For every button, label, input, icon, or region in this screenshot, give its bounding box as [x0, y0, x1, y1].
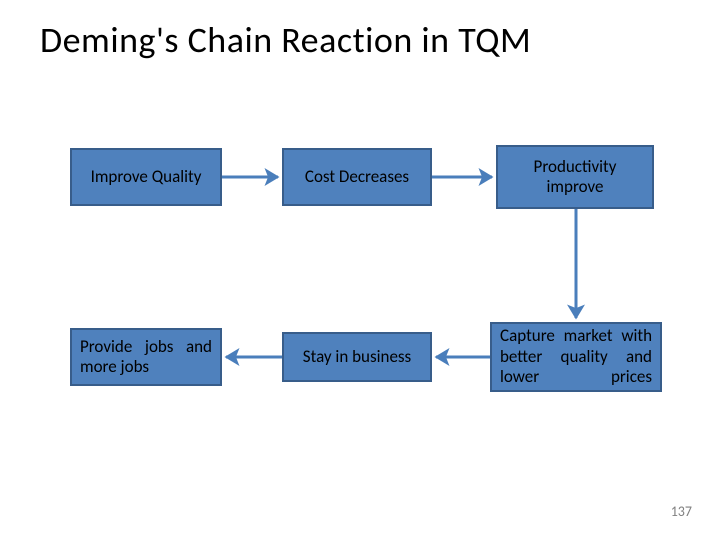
- node-label: Cost Decreases: [292, 167, 422, 187]
- node-label: Provide jobs and more jobs: [80, 337, 212, 378]
- node-capture-market: Capture market with better quality and l…: [490, 322, 662, 392]
- node-label: Capture market with better quality and l…: [500, 326, 652, 387]
- node-stay-business: Stay in business: [282, 332, 432, 382]
- slide-title: Deming's Chain Reaction in TQM: [40, 18, 531, 62]
- page-number: 137: [671, 503, 692, 520]
- node-productivity: Productivity improve: [496, 145, 654, 209]
- node-improve-quality: Improve Quality: [70, 148, 222, 206]
- node-label: Improve Quality: [80, 167, 212, 187]
- node-label: Productivity improve: [506, 157, 644, 198]
- node-provide-jobs: Provide jobs and more jobs: [70, 328, 222, 386]
- node-label: Stay in business: [292, 347, 422, 367]
- node-cost-decreases: Cost Decreases: [282, 148, 432, 206]
- arrows-layer: [0, 0, 720, 540]
